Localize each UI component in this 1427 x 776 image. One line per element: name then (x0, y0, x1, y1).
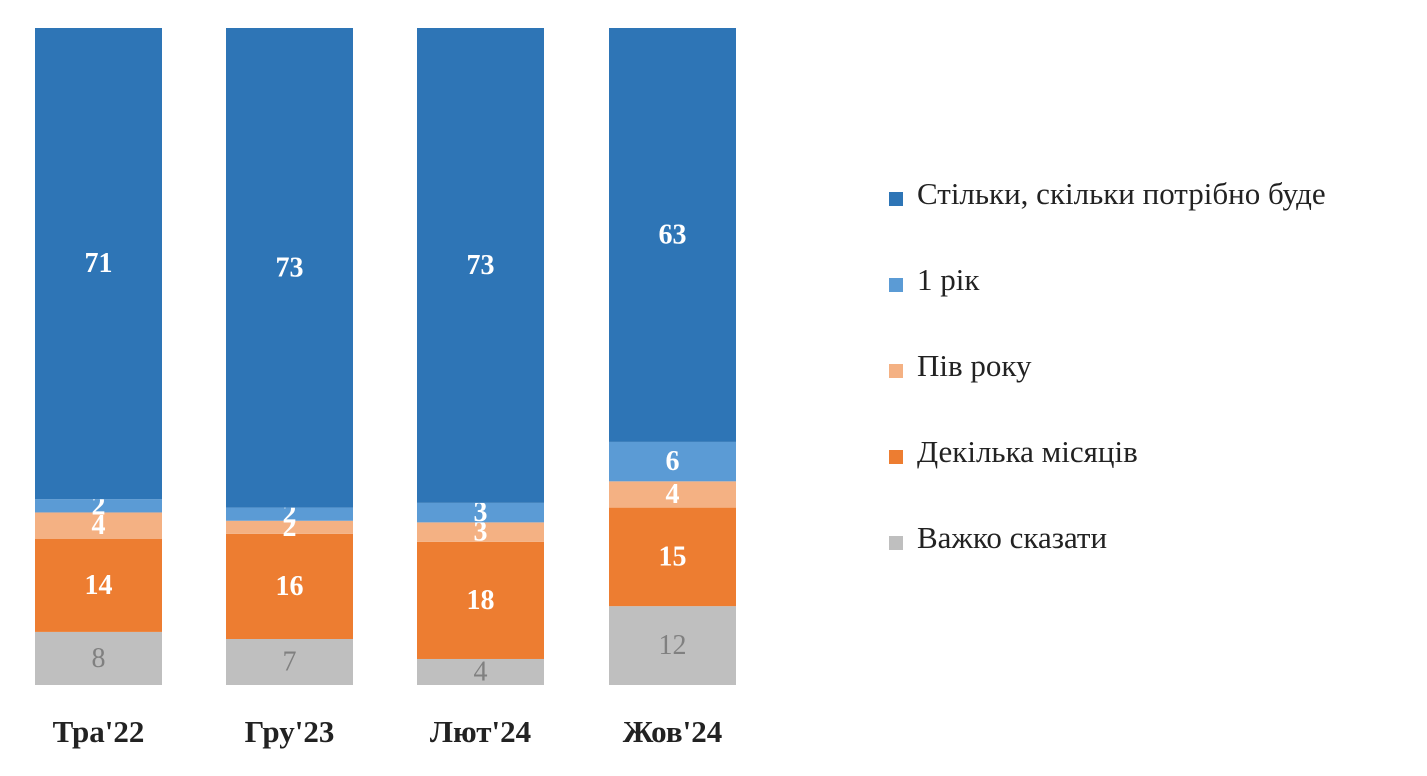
data-label: 71 (85, 248, 113, 279)
legend-label: Декілька місяців (917, 434, 1138, 469)
data-label: 3 (474, 517, 488, 548)
bar-segment (417, 502, 544, 523)
bar-segment (609, 481, 736, 508)
bar-segment (609, 507, 736, 607)
bar-segment (417, 658, 544, 685)
data-label: 3 (474, 497, 488, 528)
legend-swatch (889, 450, 903, 464)
bar-stack: 12 15 46 63 (609, 28, 736, 685)
bar-segment (35, 512, 162, 539)
data-label: 7 (283, 647, 297, 678)
data-label: 4 (474, 656, 488, 687)
bar-segment (417, 541, 544, 659)
legend-swatch (889, 364, 903, 378)
bar-stack: 4 18 33 73 (417, 28, 544, 687)
legend-swatch (889, 192, 903, 206)
bar-segment (609, 28, 736, 442)
legend-swatch (889, 278, 903, 292)
data-label: 63 (659, 219, 687, 250)
legend-label: Важко сказати (917, 520, 1108, 555)
bar-segment (417, 522, 544, 542)
data-label: 18 (467, 585, 495, 616)
bar-segment (609, 441, 736, 482)
legend-swatch (889, 536, 903, 550)
category-label: Жов'24 (623, 714, 722, 749)
bar-segment (226, 520, 353, 534)
legend-label: Пів року (917, 348, 1032, 383)
data-label: 73 (467, 250, 495, 281)
bar-segment (609, 606, 736, 685)
bar-segment (226, 28, 353, 508)
data-label: 4 (666, 479, 680, 510)
data-label: 16 (276, 571, 304, 602)
category-label: Тра'22 (53, 714, 145, 749)
bar-segment (226, 533, 353, 640)
data-label: 12 (659, 630, 687, 661)
data-label: 15 (659, 541, 687, 572)
legend-label: Стільки, скільки потрібно буде (917, 176, 1326, 211)
data-label: 6 (666, 446, 680, 477)
bar-segment (417, 28, 544, 503)
data-label: 4 (92, 510, 106, 541)
data-label: 8 (92, 643, 106, 674)
bar-segment (226, 639, 353, 685)
data-label: 14 (85, 570, 113, 601)
category-label: Гру'23 (245, 714, 335, 749)
bar-segment (226, 507, 353, 521)
bar-segment (35, 631, 162, 685)
legend-label: 1 рік (917, 262, 980, 297)
bar-segment (35, 499, 162, 513)
data-label: 73 (276, 252, 304, 283)
bar-segment (35, 539, 162, 632)
bar-segment (35, 28, 162, 500)
category-label: Лют'24 (430, 714, 531, 749)
